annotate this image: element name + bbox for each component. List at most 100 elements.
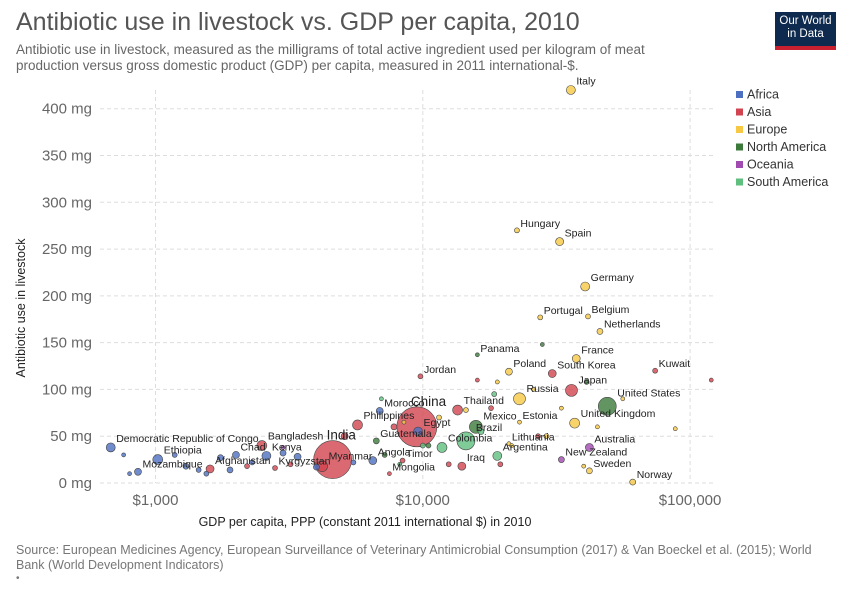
data-point-hungary[interactable] xyxy=(514,227,520,234)
data-point-egypt[interactable] xyxy=(413,426,423,437)
data-point[interactable] xyxy=(425,442,432,449)
data-point-bangladesh[interactable] xyxy=(256,440,268,451)
data-point-thailand[interactable] xyxy=(452,404,463,416)
data-point[interactable] xyxy=(195,467,202,473)
data-point-guatemala[interactable] xyxy=(373,437,380,445)
data-point-afghanistan[interactable] xyxy=(205,464,215,474)
data-point[interactable] xyxy=(217,454,224,462)
legend-item-asia[interactable]: Asia xyxy=(747,105,771,119)
data-point-new-zealand[interactable] xyxy=(558,456,565,463)
data-point[interactable] xyxy=(463,407,469,413)
data-point[interactable] xyxy=(436,414,442,421)
data-point-kuwait[interactable] xyxy=(652,367,658,374)
data-point-kyrgyzstan[interactable] xyxy=(272,465,278,471)
data-point-colombia[interactable] xyxy=(436,442,448,453)
legend-item-south-america[interactable]: South America xyxy=(747,175,828,189)
data-point-poland[interactable] xyxy=(505,367,513,376)
legend-swatch xyxy=(736,178,743,186)
data-point[interactable] xyxy=(488,405,494,411)
data-point-norway[interactable] xyxy=(629,478,637,486)
data-point-italy[interactable] xyxy=(566,85,576,95)
data-point-germany[interactable] xyxy=(580,281,590,292)
data-point[interactable] xyxy=(495,379,500,385)
data-point-sweden[interactable] xyxy=(586,467,593,475)
data-point-france[interactable] xyxy=(571,354,581,363)
data-point-iraq[interactable] xyxy=(457,461,467,471)
data-point-united-states[interactable] xyxy=(597,396,617,416)
data-point-brazil[interactable] xyxy=(456,431,476,451)
data-point[interactable] xyxy=(249,459,255,466)
data-point-estonia[interactable] xyxy=(517,419,522,425)
data-point-philippines[interactable] xyxy=(352,419,363,431)
data-point-ethiopia[interactable] xyxy=(152,454,164,465)
data-point[interactable] xyxy=(583,379,590,385)
data-point[interactable] xyxy=(708,377,714,383)
data-point[interactable] xyxy=(445,461,452,468)
data-point-netherlands[interactable] xyxy=(596,328,604,335)
data-point-japan[interactable] xyxy=(565,384,578,397)
data-point[interactable] xyxy=(581,463,587,469)
data-point[interactable] xyxy=(226,466,234,474)
data-point[interactable] xyxy=(293,452,302,461)
data-point-portugal[interactable] xyxy=(537,314,544,321)
data-point[interactable] xyxy=(381,452,388,458)
data-point[interactable] xyxy=(559,405,564,411)
point-label: Morocco xyxy=(384,397,424,409)
data-point-russia[interactable] xyxy=(513,392,526,406)
data-point[interactable] xyxy=(287,461,294,468)
data-point-panama[interactable] xyxy=(475,352,480,358)
data-point[interactable] xyxy=(595,424,600,430)
data-point[interactable] xyxy=(280,445,286,450)
data-point-democratic-republic-of-congo[interactable] xyxy=(105,442,116,453)
data-point-argentina[interactable] xyxy=(492,451,503,461)
data-point[interactable] xyxy=(203,470,210,477)
data-point[interactable] xyxy=(477,428,485,435)
data-point[interactable] xyxy=(171,452,178,458)
data-point-australia[interactable] xyxy=(585,443,594,452)
data-point[interactable] xyxy=(419,442,426,449)
data-point-belgium[interactable] xyxy=(585,313,591,320)
data-point-mongolia[interactable] xyxy=(387,471,392,476)
data-point-mozambique[interactable] xyxy=(134,467,142,476)
data-point[interactable] xyxy=(543,433,550,440)
data-point[interactable] xyxy=(390,423,398,431)
point-label: Egypt xyxy=(424,417,451,429)
data-point[interactable] xyxy=(672,426,678,432)
data-point[interactable] xyxy=(401,419,407,425)
data-point-united-kingdom[interactable] xyxy=(569,417,580,429)
legend-item-africa[interactable]: Africa xyxy=(747,88,779,102)
data-point-angola[interactable] xyxy=(368,456,378,465)
data-point[interactable] xyxy=(531,387,537,392)
data-point[interactable] xyxy=(127,471,132,476)
data-point-timor[interactable] xyxy=(399,457,406,464)
data-point[interactable] xyxy=(379,396,384,402)
data-point-kenya[interactable] xyxy=(261,451,272,461)
point-label: Panama xyxy=(480,343,519,355)
data-point-spain[interactable] xyxy=(555,237,564,246)
data-point[interactable] xyxy=(397,461,403,467)
legend-item-oceania[interactable]: Oceania xyxy=(747,158,794,172)
data-point[interactable] xyxy=(620,396,626,402)
y-axis-ticks: 0 mg 50 mg 100 mg 150 mg 200 mg 250 mg 300 mg 3… xyxy=(42,101,92,492)
data-point[interactable] xyxy=(313,463,320,471)
point-label: Kuwait xyxy=(659,358,691,370)
data-point[interactable] xyxy=(244,463,250,469)
data-point[interactable] xyxy=(279,449,287,457)
legend-item-north-america[interactable]: North America xyxy=(747,140,826,154)
data-point[interactable] xyxy=(121,452,126,458)
data-point-chad[interactable] xyxy=(232,451,240,459)
data-point[interactable] xyxy=(497,461,504,468)
data-point-morocco[interactable] xyxy=(375,407,384,415)
data-point[interactable] xyxy=(182,462,190,470)
data-point[interactable] xyxy=(535,433,541,440)
legend-item-europe[interactable]: Europe xyxy=(747,123,787,137)
data-point[interactable] xyxy=(475,377,480,383)
data-point[interactable] xyxy=(509,443,514,448)
data-point[interactable] xyxy=(491,391,498,397)
data-point-south-korea[interactable] xyxy=(547,369,557,378)
data-point-jordan[interactable] xyxy=(417,373,424,380)
data-point[interactable] xyxy=(540,342,545,347)
data-point[interactable] xyxy=(340,432,349,441)
data-point[interactable] xyxy=(350,459,357,466)
owid-logo[interactable]: Our World in Data xyxy=(775,12,836,50)
